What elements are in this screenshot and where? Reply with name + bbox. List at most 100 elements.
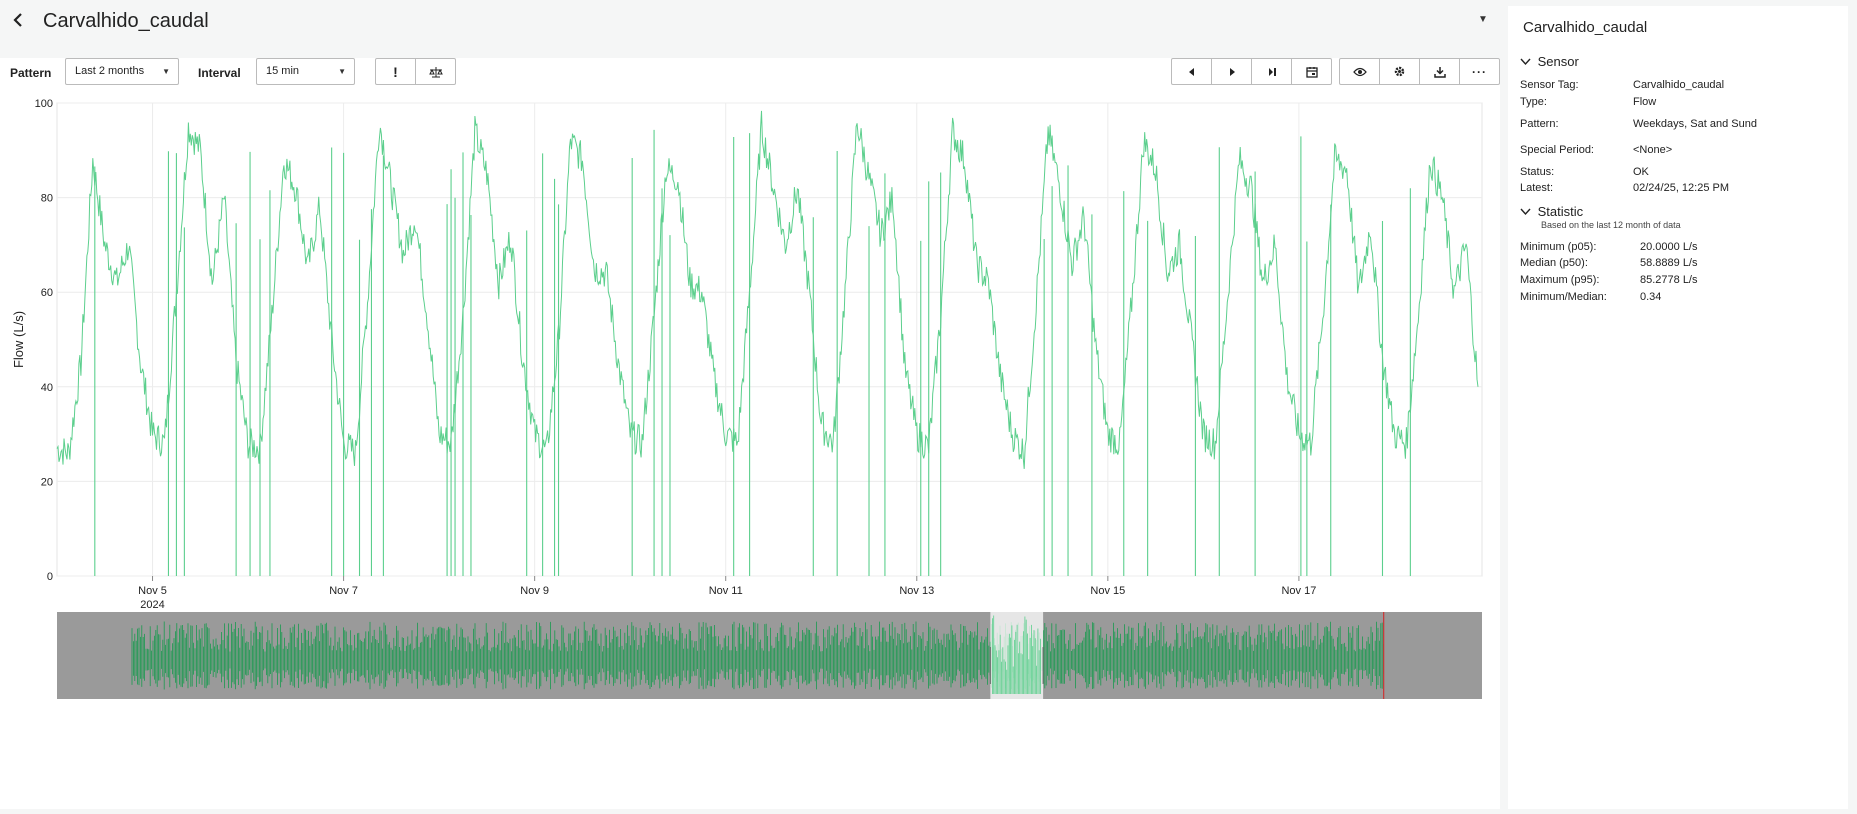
plot-area <box>56 102 1483 577</box>
skip-end-icon <box>1268 67 1276 76</box>
x-tick-label: Nov 9 <box>520 585 549 597</box>
sensor-row-key: Latest: <box>1520 182 1554 194</box>
sensor-row-key: Status: <box>1520 166 1555 178</box>
caret-down-icon[interactable]: ▼ <box>1478 14 1488 25</box>
flow-chart-svg[interactable]: 0 20 40 60 80 100 Nov 5 2024 Nov 7 Nov 9 Nov 11 Nov… <box>0 94 1500 809</box>
statistic-row-key: Maximum (p95): <box>1520 274 1600 286</box>
page-title: Carvalhido_caudal <box>43 10 209 32</box>
sensor-row: Type: Flow <box>1520 96 1656 108</box>
statistic-row-value: 0.34 <box>1640 291 1662 303</box>
pattern-select-value: Last 2 months <box>75 65 145 77</box>
balance-scale-icon <box>428 66 443 77</box>
download-icon <box>1433 66 1446 78</box>
visibility-button[interactable] <box>1340 59 1380 84</box>
sensor-row: Sensor Tag: Carvalhido_caudal <box>1520 79 1724 91</box>
sensor-row: Latest: 02/24/25, 12:25 PM <box>1520 182 1729 194</box>
interval-label: Interval <box>198 66 241 80</box>
download-button[interactable] <box>1420 59 1460 84</box>
statistic-row-key: Minimum (p05): <box>1520 241 1597 253</box>
y-tick-label: 100 <box>35 98 53 110</box>
exclamation-icon: ! <box>393 63 398 80</box>
chart-ticks: 0 20 40 60 80 100 Nov 5 2024 Nov 7 Nov 9 Nov 11 Nov… <box>35 98 1317 611</box>
page-header: Carvalhido_caudal ▼ <box>0 0 1500 58</box>
sensor-section-label: Sensor <box>1537 54 1579 69</box>
y-axis-label: Flow (L/s) <box>11 311 26 368</box>
previous-icon <box>1188 67 1194 76</box>
x-tick-label: Nov 13 <box>899 585 934 597</box>
sensor-row-key: Sensor Tag: <box>1520 79 1579 91</box>
sensor-row-value: <None> <box>1633 144 1673 156</box>
calendar-icon <box>1305 66 1318 78</box>
sensor-info-panel: Carvalhido_caudal Sensor Sensor Tag: Carv… <box>1508 6 1848 809</box>
interval-select-value: 15 min <box>266 65 300 77</box>
sensor-row-key: Pattern: <box>1520 118 1559 130</box>
alert-button[interactable]: ! <box>376 59 416 84</box>
time-navigator <box>57 612 1482 699</box>
sensor-row-key: Type: <box>1520 96 1547 108</box>
play-button[interactable] <box>1212 59 1252 84</box>
sensor-row: Status: OK <box>1520 166 1649 178</box>
navigator-series <box>131 621 1384 690</box>
chevron-down-icon <box>1520 57 1534 69</box>
sensor-row-value: Flow <box>1633 96 1657 108</box>
x-tick-label: Nov 11 <box>709 585 743 597</box>
statistic-row: Maximum (p95): 85.2778 L/s <box>1520 274 1698 286</box>
chart-grid <box>56 102 1483 577</box>
statistic-section-toggle[interactable]: Statistic <box>1520 204 1583 219</box>
y-tick-label: 80 <box>41 193 53 205</box>
statistic-row: Median (p50): 58.8889 L/s <box>1520 257 1698 269</box>
settings-button[interactable] <box>1380 59 1420 84</box>
x-tick-label: Nov 7 <box>329 585 358 597</box>
interval-select[interactable]: 15 min ▼ <box>256 58 355 85</box>
statistic-subtitle: Based on the last 12 month of data <box>1541 220 1681 230</box>
statistic-row: Minimum (p05): 20.0000 L/s <box>1520 241 1698 253</box>
statistic-section-label: Statistic <box>1537 204 1584 219</box>
y-tick-label: 60 <box>41 287 53 299</box>
calendar-button[interactable] <box>1292 59 1331 84</box>
caret-down-icon: ▼ <box>338 67 346 76</box>
compare-button[interactable] <box>416 59 455 84</box>
chevron-down-icon <box>1520 207 1534 219</box>
play-icon <box>1229 67 1235 76</box>
gear-icon <box>1394 66 1405 77</box>
ellipsis-icon: ··· <box>1472 64 1487 79</box>
sensor-row-value: Weekdays, Sat and Sund <box>1633 118 1757 130</box>
sensor-row-value: Carvalhido_caudal <box>1633 79 1725 91</box>
flow-chart[interactable]: 0 20 40 60 80 100 Nov 5 2024 Nov 7 Nov 9 Nov 11 Nov… <box>0 94 1500 814</box>
alert-tools-group: ! <box>375 58 456 85</box>
y-tick-label: 20 <box>41 476 53 488</box>
sensor-row-key: Special Period: <box>1520 144 1594 156</box>
sensor-section-toggle[interactable]: Sensor <box>1520 54 1579 69</box>
skip-end-button[interactable] <box>1252 59 1292 84</box>
x-tick-label: Nov 15 <box>1090 585 1125 597</box>
chart-toolbar: Pattern Last 2 months ▼ Interval 15 min … <box>0 58 1500 85</box>
caret-down-icon: ▼ <box>162 67 170 76</box>
flow-series-line <box>56 110 1479 469</box>
statistic-row-value: 58.8889 L/s <box>1640 257 1698 269</box>
x-tick-label: Nov 17 <box>1281 585 1316 597</box>
chart-panel: Pattern Last 2 months ▼ Interval 15 min … <box>0 58 1500 809</box>
more-options-button[interactable]: ··· <box>1460 59 1499 84</box>
statistic-row-value: 20.0000 L/s <box>1640 241 1698 253</box>
eye-icon <box>1352 67 1367 76</box>
x-tick-sublabel: 2024 <box>140 599 164 611</box>
y-tick-label: 0 <box>47 571 53 583</box>
statistic-row: Minimum/Median: 0.34 <box>1520 291 1661 303</box>
sensor-row: Pattern: Weekdays, Sat and Sund <box>1520 118 1757 130</box>
back-icon[interactable] <box>10 10 28 32</box>
x-tick-label: Nov 5 <box>138 585 167 597</box>
pattern-select[interactable]: Last 2 months ▼ <box>65 58 179 85</box>
statistic-row-key: Median (p50): <box>1520 257 1588 269</box>
navigation-group <box>1171 58 1332 85</box>
drop-lines <box>94 129 1411 576</box>
sensor-row: Special Period: <None> <box>1520 144 1672 156</box>
pattern-label: Pattern <box>10 66 52 80</box>
statistic-row-key: Minimum/Median: <box>1520 291 1607 303</box>
previous-button[interactable] <box>1172 59 1212 84</box>
panel-title: Carvalhido_caudal <box>1523 19 1648 36</box>
view-tools-group: ··· <box>1339 58 1500 85</box>
sensor-row-value: 02/24/25, 12:25 PM <box>1633 182 1730 194</box>
y-tick-label: 40 <box>41 382 53 394</box>
statistic-row-value: 85.2778 L/s <box>1640 274 1698 286</box>
sensor-row-value: OK <box>1633 166 1649 178</box>
